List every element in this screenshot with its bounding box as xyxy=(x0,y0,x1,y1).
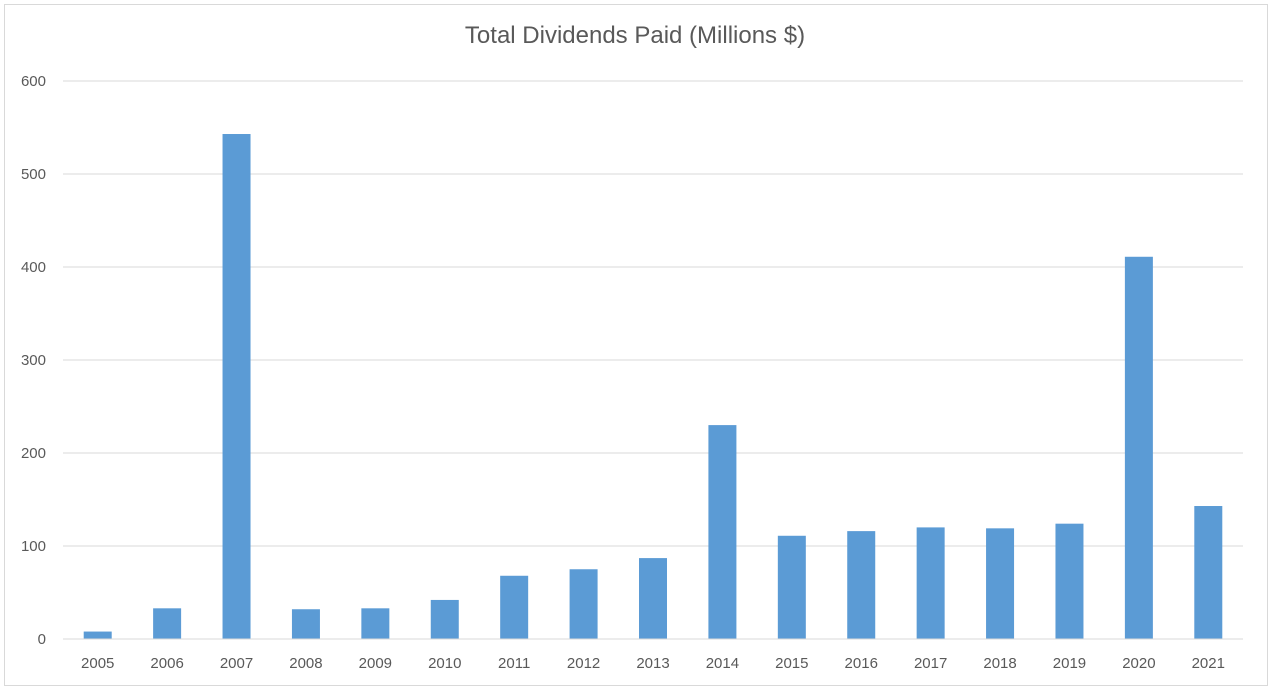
bar-2009 xyxy=(361,608,390,639)
bar-2005 xyxy=(83,631,112,639)
x-tick-label: 2020 xyxy=(1122,655,1155,672)
chart-title: Total Dividends Paid (Millions $) xyxy=(464,22,806,49)
x-tick-label: 2016 xyxy=(845,655,878,672)
x-tick-label: 2006 xyxy=(150,655,183,672)
x-tick-label: 2009 xyxy=(359,655,392,672)
bar-2019 xyxy=(1055,523,1084,639)
y-axis-ticks: 0 100 200 300 400 500 600 xyxy=(21,73,46,648)
bar-2013 xyxy=(639,558,667,639)
x-tick-label: 2005 xyxy=(81,655,114,672)
x-tick-label: 2015 xyxy=(775,655,808,672)
bars xyxy=(83,134,1223,639)
y-tick-label: 500 xyxy=(21,166,46,183)
y-tick-label: 300 xyxy=(21,352,46,369)
bar-2020 xyxy=(1124,256,1153,639)
x-tick-label: 2007 xyxy=(220,655,253,672)
bar-2007 xyxy=(222,134,251,639)
y-tick-label: 200 xyxy=(21,445,46,462)
bar-2014 xyxy=(708,425,737,639)
y-tick-label: 600 xyxy=(21,73,46,90)
bar-2011 xyxy=(500,575,529,639)
x-tick-label: 2010 xyxy=(428,655,461,672)
x-tick-label: 2012 xyxy=(567,655,600,672)
x-tick-label: 2013 xyxy=(636,655,669,672)
bar-2012 xyxy=(569,569,598,639)
bar-2008 xyxy=(291,609,320,639)
x-tick-label: 2008 xyxy=(289,655,322,672)
bar-2016 xyxy=(847,531,876,639)
bar-2017 xyxy=(916,527,945,639)
y-tick-label: 100 xyxy=(21,538,46,555)
y-tick-label: 0 xyxy=(38,631,46,648)
x-tick-label: 2017 xyxy=(914,655,947,672)
x-tick-label: 2019 xyxy=(1053,655,1086,672)
x-tick-label: 2011 xyxy=(498,655,530,672)
bar-2021 xyxy=(1194,506,1223,639)
bar-2018 xyxy=(986,528,1015,639)
y-tick-label: 400 xyxy=(21,259,46,276)
x-axis-ticks: 2005 2006 2007 2008 2009 2010 2011 2012 2013 2014… xyxy=(81,655,1225,672)
x-tick-label: 2018 xyxy=(983,655,1016,672)
x-tick-label: 2021 xyxy=(1192,655,1225,672)
bar-2006 xyxy=(153,608,182,639)
gridlines xyxy=(63,80,1243,547)
bar-2015 xyxy=(777,535,806,639)
bar-2010 xyxy=(430,599,459,639)
x-tick-label: 2014 xyxy=(706,655,739,672)
